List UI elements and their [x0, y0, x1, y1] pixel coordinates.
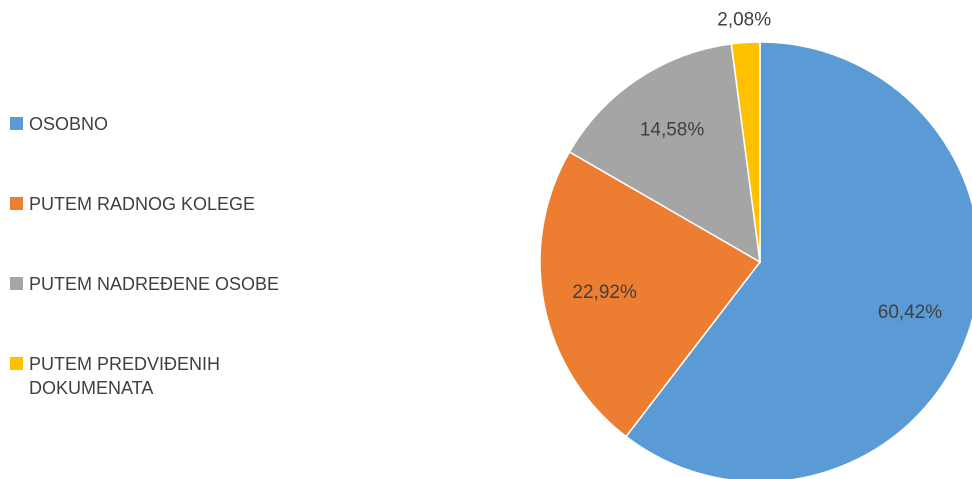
legend-label: PUTEM NADREĐENE OSOBE — [29, 274, 280, 294]
legend-label: PUTEM RADNOG KOLEGE — [29, 194, 256, 214]
legend-swatch — [10, 277, 23, 290]
data-label: 60,42% — [878, 302, 943, 323]
data-label: 14,58% — [640, 119, 705, 140]
legend-item: PUTEM NADREĐENE OSOBE — [10, 272, 329, 352]
pie-slice — [730, 41, 761, 263]
legend-swatch — [10, 357, 23, 370]
legend: OSOBNO PUTEM RADNOG KOLEGE PUTEM NADREĐENE… — [10, 112, 329, 432]
legend-item: PUTEM RADNOG KOLEGE — [10, 192, 329, 272]
legend-label: PUTEM PREDVIĐENIH DOKUMENATA — [29, 354, 221, 398]
pie-slice — [539, 150, 762, 438]
legend-item: PUTEM PREDVIĐENIH DOKUMENATA — [10, 352, 329, 432]
data-label: 2,08% — [717, 10, 771, 31]
legend-swatch — [10, 117, 23, 130]
pie-slice — [568, 43, 761, 264]
pie-slice — [624, 41, 972, 479]
data-label: 22,92% — [572, 282, 637, 303]
legend-swatch — [10, 197, 23, 210]
legend-item: OSOBNO — [10, 112, 329, 192]
legend-label: OSOBNO — [29, 114, 109, 134]
